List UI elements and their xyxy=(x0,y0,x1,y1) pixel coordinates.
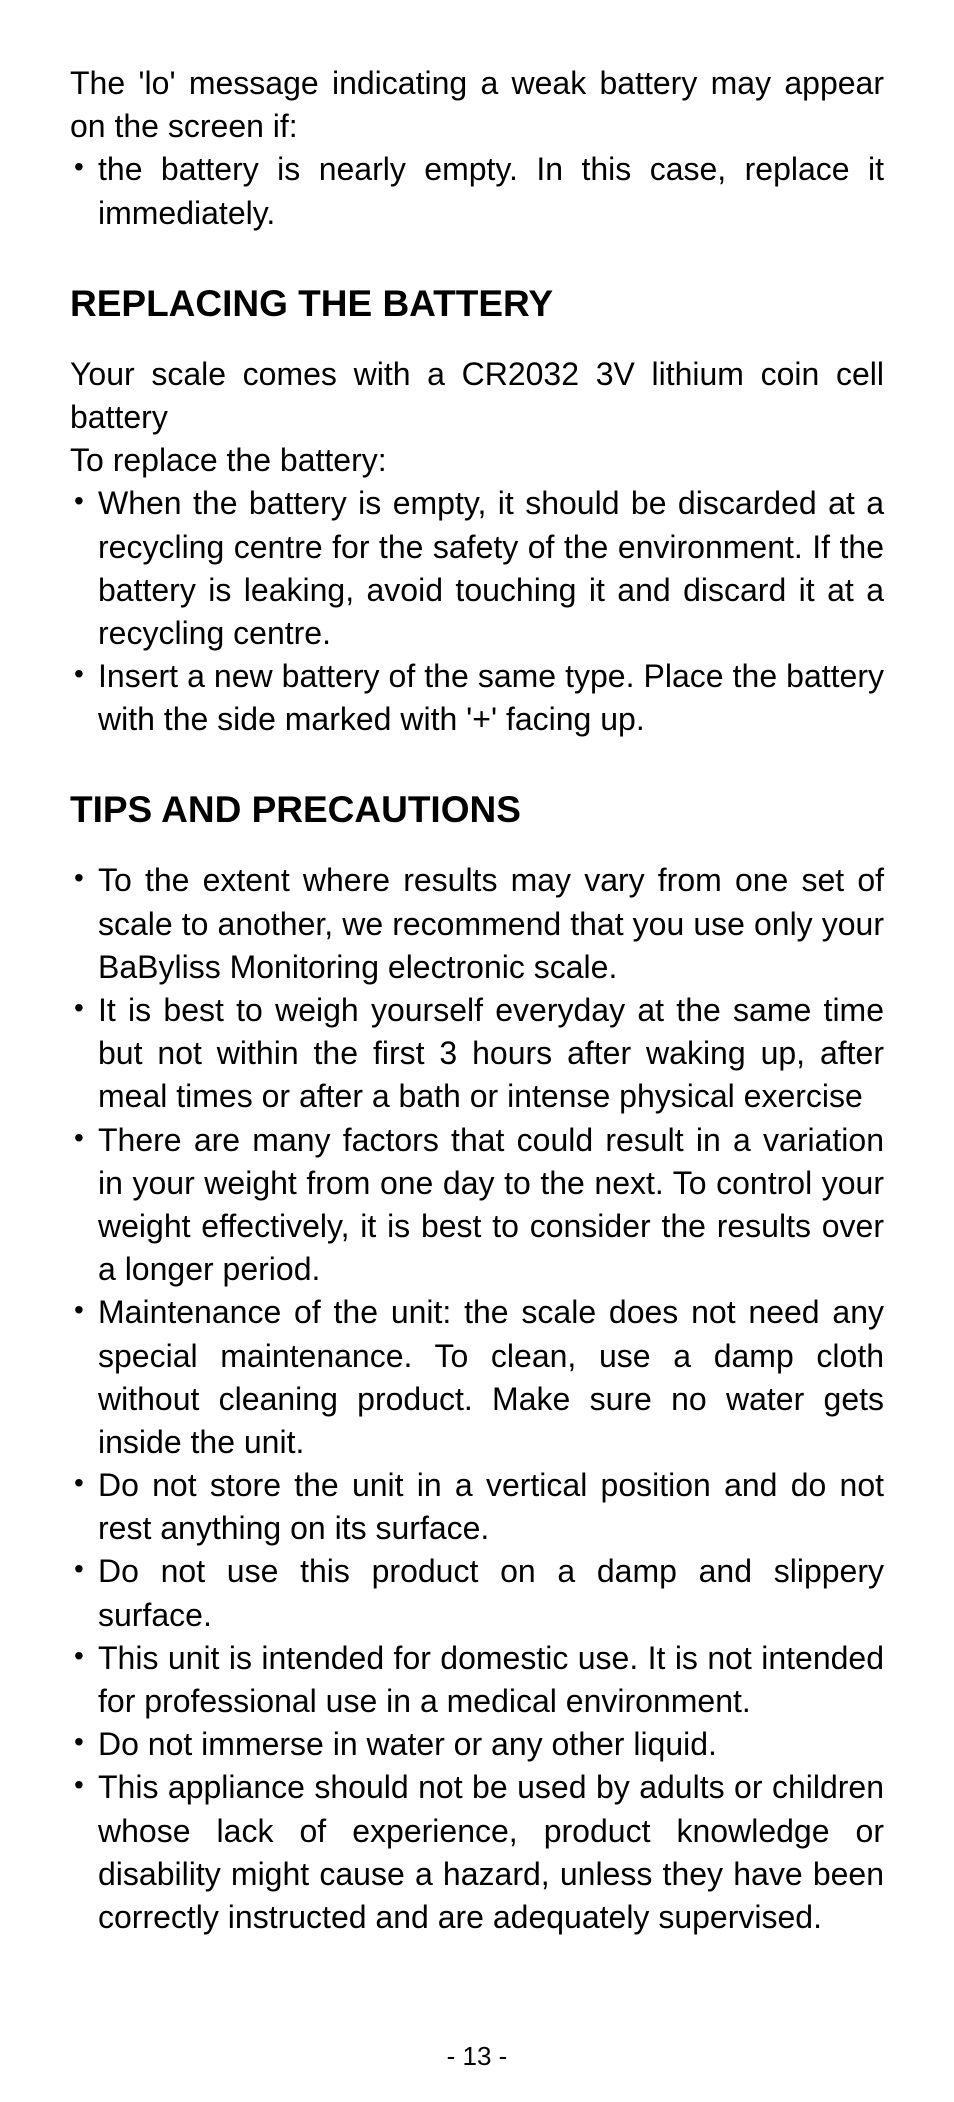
list-item: To the extent where results may vary fro… xyxy=(70,859,884,989)
battery-paragraph-2: To replace the battery: xyxy=(70,439,884,482)
tips-bullet-list: To the extent where results may vary fro… xyxy=(70,859,884,1939)
list-item: Do not use this product on a damp and sl… xyxy=(70,1550,884,1636)
list-item: This unit is intended for domestic use. … xyxy=(70,1637,884,1723)
tips-precautions-section: TIPS AND PRECAUTIONS To the extent where… xyxy=(70,789,884,1939)
page-number: - 13 - xyxy=(0,2041,954,2072)
intro-bullet-list: the battery is nearly empty. In this cas… xyxy=(70,148,884,234)
section-heading-tips: TIPS AND PRECAUTIONS xyxy=(70,789,884,831)
section-heading-replacing: REPLACING THE BATTERY xyxy=(70,283,884,325)
list-item: the battery is nearly empty. In this cas… xyxy=(70,148,884,234)
list-item: Do not immerse in water or any other liq… xyxy=(70,1723,884,1766)
replacing-battery-section: REPLACING THE BATTERY Your scale comes w… xyxy=(70,283,884,742)
battery-paragraph-1: Your scale comes with a CR2032 3V lithiu… xyxy=(70,353,884,439)
list-item: There are many factors that could result… xyxy=(70,1119,884,1292)
list-item: Do not store the unit in a vertical posi… xyxy=(70,1464,884,1550)
list-item: This appliance should not be used by adu… xyxy=(70,1766,884,1939)
intro-section: The 'lo' message indicating a weak batte… xyxy=(70,62,884,235)
list-item: When the battery is empty, it should be … xyxy=(70,482,884,655)
list-item: It is best to weigh yourself everyday at… xyxy=(70,989,884,1119)
list-item: Insert a new battery of the same type. P… xyxy=(70,655,884,741)
battery-bullet-list: When the battery is empty, it should be … xyxy=(70,482,884,741)
list-item: Maintenance of the unit: the scale does … xyxy=(70,1291,884,1464)
intro-paragraph: The 'lo' message indicating a weak batte… xyxy=(70,62,884,148)
